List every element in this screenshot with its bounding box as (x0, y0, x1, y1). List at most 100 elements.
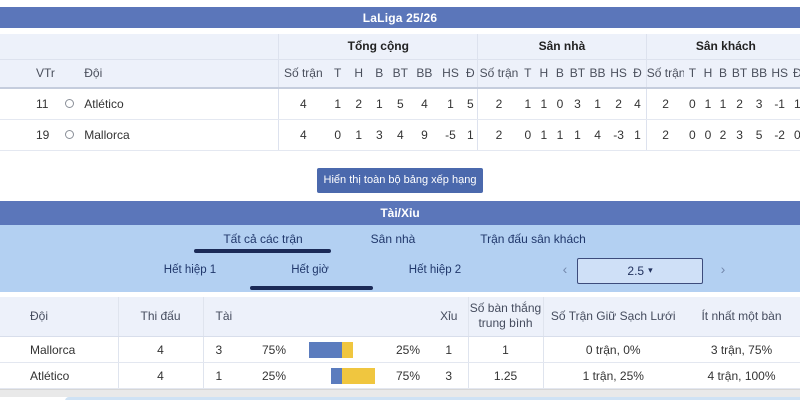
ou-bar-header (296, 296, 388, 337)
ou-under-pct-header (388, 296, 430, 337)
over-under-header-bar: Tài/Xỉu (0, 200, 800, 225)
group-header-away: Sân khách (645, 34, 800, 60)
stat-cell: 3 (730, 119, 749, 151)
standings-table: Tổng cộng Sân nhà Sân khách VTr Đội Số t… (0, 34, 800, 151)
over-under-header-row: Đội Thi đấu Tài Xỉu Số bàn thắng trung b… (0, 296, 800, 337)
ou-under-header: Xỉu (430, 296, 468, 337)
stat-cell: 2 (645, 88, 685, 120)
stat-cell: 2 (730, 88, 749, 120)
tab-away-matches[interactable]: Trận đấu sân khách (480, 231, 586, 246)
ou-over-pct: 25% (248, 362, 296, 389)
team-rank: 19 (0, 119, 57, 151)
ou-over-pct: 75% (248, 336, 296, 363)
standings-row-atletico[interactable]: 11 Atlético 4 1 2 1 5 4 1 5 2 1 1 0 3 1 … (0, 88, 800, 120)
ou-clean-sheets-header: Số Trận Giữ Sạch Lưới (542, 296, 683, 337)
stat-header: T (327, 59, 349, 89)
stat-cell: -3 (608, 119, 630, 151)
tab-second-half[interactable]: Hết hiệp 2 (408, 263, 462, 276)
stat-cell: 2 (608, 88, 630, 120)
over-under-table: Đội Thi đấu Tài Xỉu Số bàn thắng trung b… (0, 296, 800, 389)
ou-at-least-one: 4 trận, 100% (683, 362, 800, 389)
stat-header: BB (748, 59, 770, 89)
tab-first-half[interactable]: Hết hiệp 1 (163, 263, 217, 276)
ou-team-name: Mallorca (0, 336, 118, 363)
stat-cell: 0 (327, 119, 349, 151)
team-crest-icon (56, 119, 83, 151)
ou-over-header: Tài (202, 296, 248, 337)
stat-header: T (519, 59, 536, 89)
stat-cell: 4 (278, 119, 328, 151)
stat-cell: 1 (629, 119, 647, 151)
ou-over-count: 1 (202, 362, 248, 389)
goal-line-value: 2.5 (627, 263, 645, 278)
ou-under-count: 3 (430, 362, 468, 389)
line-next-chevron-icon[interactable]: › (720, 260, 726, 277)
stat-cell: 1 (535, 119, 552, 151)
stat-header: B (369, 59, 390, 89)
stat-header: Số trận (477, 59, 520, 89)
avg-goals-line1: Số bàn thắng (469, 301, 542, 316)
stat-cell: 1 (437, 88, 464, 120)
over-bar-segment (331, 367, 342, 384)
ou-avg-goals: 1.25 (467, 362, 543, 389)
tab-full-time[interactable]: Hết giờ (291, 263, 329, 276)
team-name: Mallorca (82, 119, 279, 151)
stat-cell: -2 (769, 119, 790, 151)
ou-clean-sheets: 0 trận, 0% (542, 336, 683, 363)
active-scope-tab-underline (194, 248, 331, 253)
stat-cell: 0 (684, 119, 701, 151)
show-full-standings-button[interactable]: Hiển thị toàn bộ bảng xếp hạng (317, 167, 483, 193)
line-prev-chevron-icon[interactable]: ‹ (562, 260, 568, 277)
top-margin (0, 0, 800, 7)
team-header: Đội (82, 59, 279, 89)
rank-header: VTr (0, 59, 57, 89)
stat-cell: 1 (567, 119, 587, 151)
goal-line-select[interactable]: 2.5 ▾ (577, 257, 703, 284)
team-crest-icon (56, 88, 83, 120)
over-bar-segment (309, 341, 342, 358)
stat-header: BT (730, 59, 749, 89)
ou-over-count: 3 (202, 336, 248, 363)
under-bar-segment (342, 341, 353, 358)
stat-cell: 1 (519, 88, 536, 120)
stat-cell: 5 (748, 119, 770, 151)
stat-cell: 4 (629, 88, 647, 120)
stat-cell: 1 (551, 119, 568, 151)
ou-at-least-one-header: Ít nhất một bàn (683, 296, 800, 337)
next-section-edge-bar (65, 397, 800, 400)
spacer (0, 193, 800, 201)
stat-cell: 1 (700, 88, 716, 120)
stat-cell: 0 (519, 119, 536, 151)
stat-cell: 2 (348, 88, 370, 120)
stat-cell: 5 (463, 88, 478, 120)
ou-team-header: Đội (0, 296, 118, 337)
ou-played: 4 (117, 362, 203, 389)
group-header-total: Tổng cộng (278, 34, 478, 60)
stat-cell: 2 (477, 119, 520, 151)
over-under-title: Tài/Xỉu (380, 205, 420, 220)
ou-team-name: Atlético (0, 362, 118, 389)
stat-header: T (684, 59, 701, 89)
ou-at-least-one: 3 trận, 75% (683, 336, 800, 363)
ou-under-count: 1 (430, 336, 468, 363)
over-under-row-mallorca[interactable]: Mallorca 4 3 75% 25% 1 1 0 trận, 0% 3 tr… (0, 336, 800, 363)
stat-header: BB (411, 59, 438, 89)
stat-header: BT (567, 59, 587, 89)
standings-column-header-row: VTr Đội Số trận T H B BT BB HS Đ Số trận… (0, 59, 800, 89)
stat-cell: 1 (789, 88, 800, 120)
active-period-tab-underline (250, 285, 373, 290)
ou-split-bar (296, 362, 388, 389)
tab-home[interactable]: Sân nhà (370, 231, 416, 246)
stat-cell: 2 (645, 119, 685, 151)
ou-under-pct: 25% (388, 336, 430, 363)
over-under-row-atletico[interactable]: Atlético 4 1 25% 75% 3 1.25 1 trận, 25% … (0, 362, 800, 389)
stat-cell: 4 (278, 88, 328, 120)
stat-cell: 0 (684, 88, 701, 120)
stat-cell: 1 (327, 88, 349, 120)
stat-cell: 0 (789, 119, 800, 151)
tab-all-matches[interactable]: Tất cả các trận (223, 231, 303, 246)
group-header-home: Sân nhà (477, 34, 647, 60)
ou-split-bar (296, 336, 388, 363)
league-header-bar: LaLiga 25/26 (0, 7, 800, 28)
standings-row-mallorca[interactable]: 19 Mallorca 4 0 1 3 4 9 -5 1 2 0 1 1 1 4… (0, 119, 800, 151)
